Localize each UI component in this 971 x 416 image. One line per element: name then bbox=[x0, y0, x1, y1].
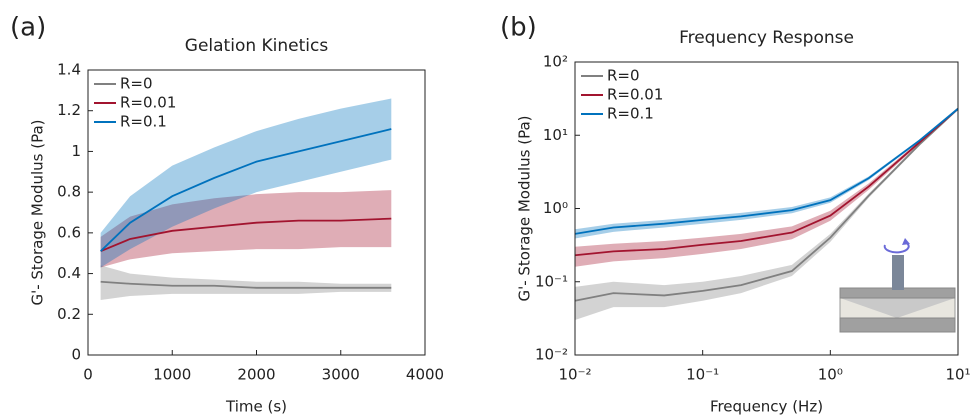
legend-label: R=0.1 bbox=[120, 113, 167, 131]
chart-title: Gelation Kinetics bbox=[185, 36, 329, 56]
y-tick-label: 1.2 bbox=[57, 101, 81, 119]
plots: (a) Gelation Kinetics Time (s) G'- Storage … bbox=[10, 13, 971, 416]
line bbox=[574, 108, 959, 302]
y-tick-label: 0.8 bbox=[57, 183, 81, 201]
legend-label: R=0.01 bbox=[120, 94, 176, 112]
line bbox=[100, 217, 392, 253]
legend-label: R=0.1 bbox=[607, 105, 654, 123]
band bbox=[575, 107, 958, 239]
x-tick-label: 3000 bbox=[322, 366, 360, 384]
line bbox=[574, 108, 959, 257]
band bbox=[100, 265, 392, 301]
x-axis-title: Time (s) bbox=[225, 398, 287, 416]
band bbox=[100, 98, 392, 268]
x-tick-label: 1000 bbox=[153, 366, 191, 384]
y-tick-label: 0.2 bbox=[57, 305, 81, 323]
x-axis-title: Frequency (Hz) bbox=[710, 398, 823, 416]
x-tick-label: 0 bbox=[83, 366, 93, 384]
y-tick-label: 10⁻¹ bbox=[535, 272, 568, 290]
line bbox=[100, 280, 392, 289]
y-axis-title: G'- Storage Modulus (Pa) bbox=[516, 115, 534, 301]
x-tick-label: 10¹ bbox=[945, 366, 970, 384]
x-tick-label: 10⁻² bbox=[558, 366, 591, 384]
x-tick-label: 4000 bbox=[406, 366, 444, 384]
legend-label: R=0 bbox=[607, 67, 640, 85]
band bbox=[575, 107, 958, 267]
band bbox=[100, 190, 392, 268]
y-axis-title: G'- Storage Modulus (Pa) bbox=[29, 119, 47, 305]
chart-title: Frequency Response bbox=[679, 28, 854, 48]
panel-label: (a) bbox=[10, 13, 46, 43]
rheometer-icon bbox=[839, 238, 956, 333]
x-tick-label: 10⁻¹ bbox=[686, 366, 719, 384]
y-tick-label: 10¹ bbox=[543, 126, 568, 144]
x-tick-label: 2000 bbox=[237, 366, 275, 384]
panel-label: (b) bbox=[500, 13, 537, 43]
y-tick-label: 10⁰ bbox=[543, 199, 568, 217]
y-tick-label: 0.6 bbox=[57, 223, 81, 241]
y-tick-label: 10⁻² bbox=[535, 346, 568, 364]
y-tick-label: 1.4 bbox=[57, 61, 81, 79]
y-tick-label: 0 bbox=[71, 346, 81, 364]
y-tick-label: 10² bbox=[543, 53, 568, 71]
legend-label: R=0 bbox=[120, 75, 153, 93]
legend-label: R=0.01 bbox=[607, 86, 663, 104]
line bbox=[100, 128, 392, 252]
y-tick-label: 1 bbox=[71, 142, 81, 160]
line bbox=[574, 108, 959, 235]
x-tick-label: 10⁰ bbox=[818, 366, 843, 384]
y-tick-label: 0.4 bbox=[57, 264, 81, 282]
